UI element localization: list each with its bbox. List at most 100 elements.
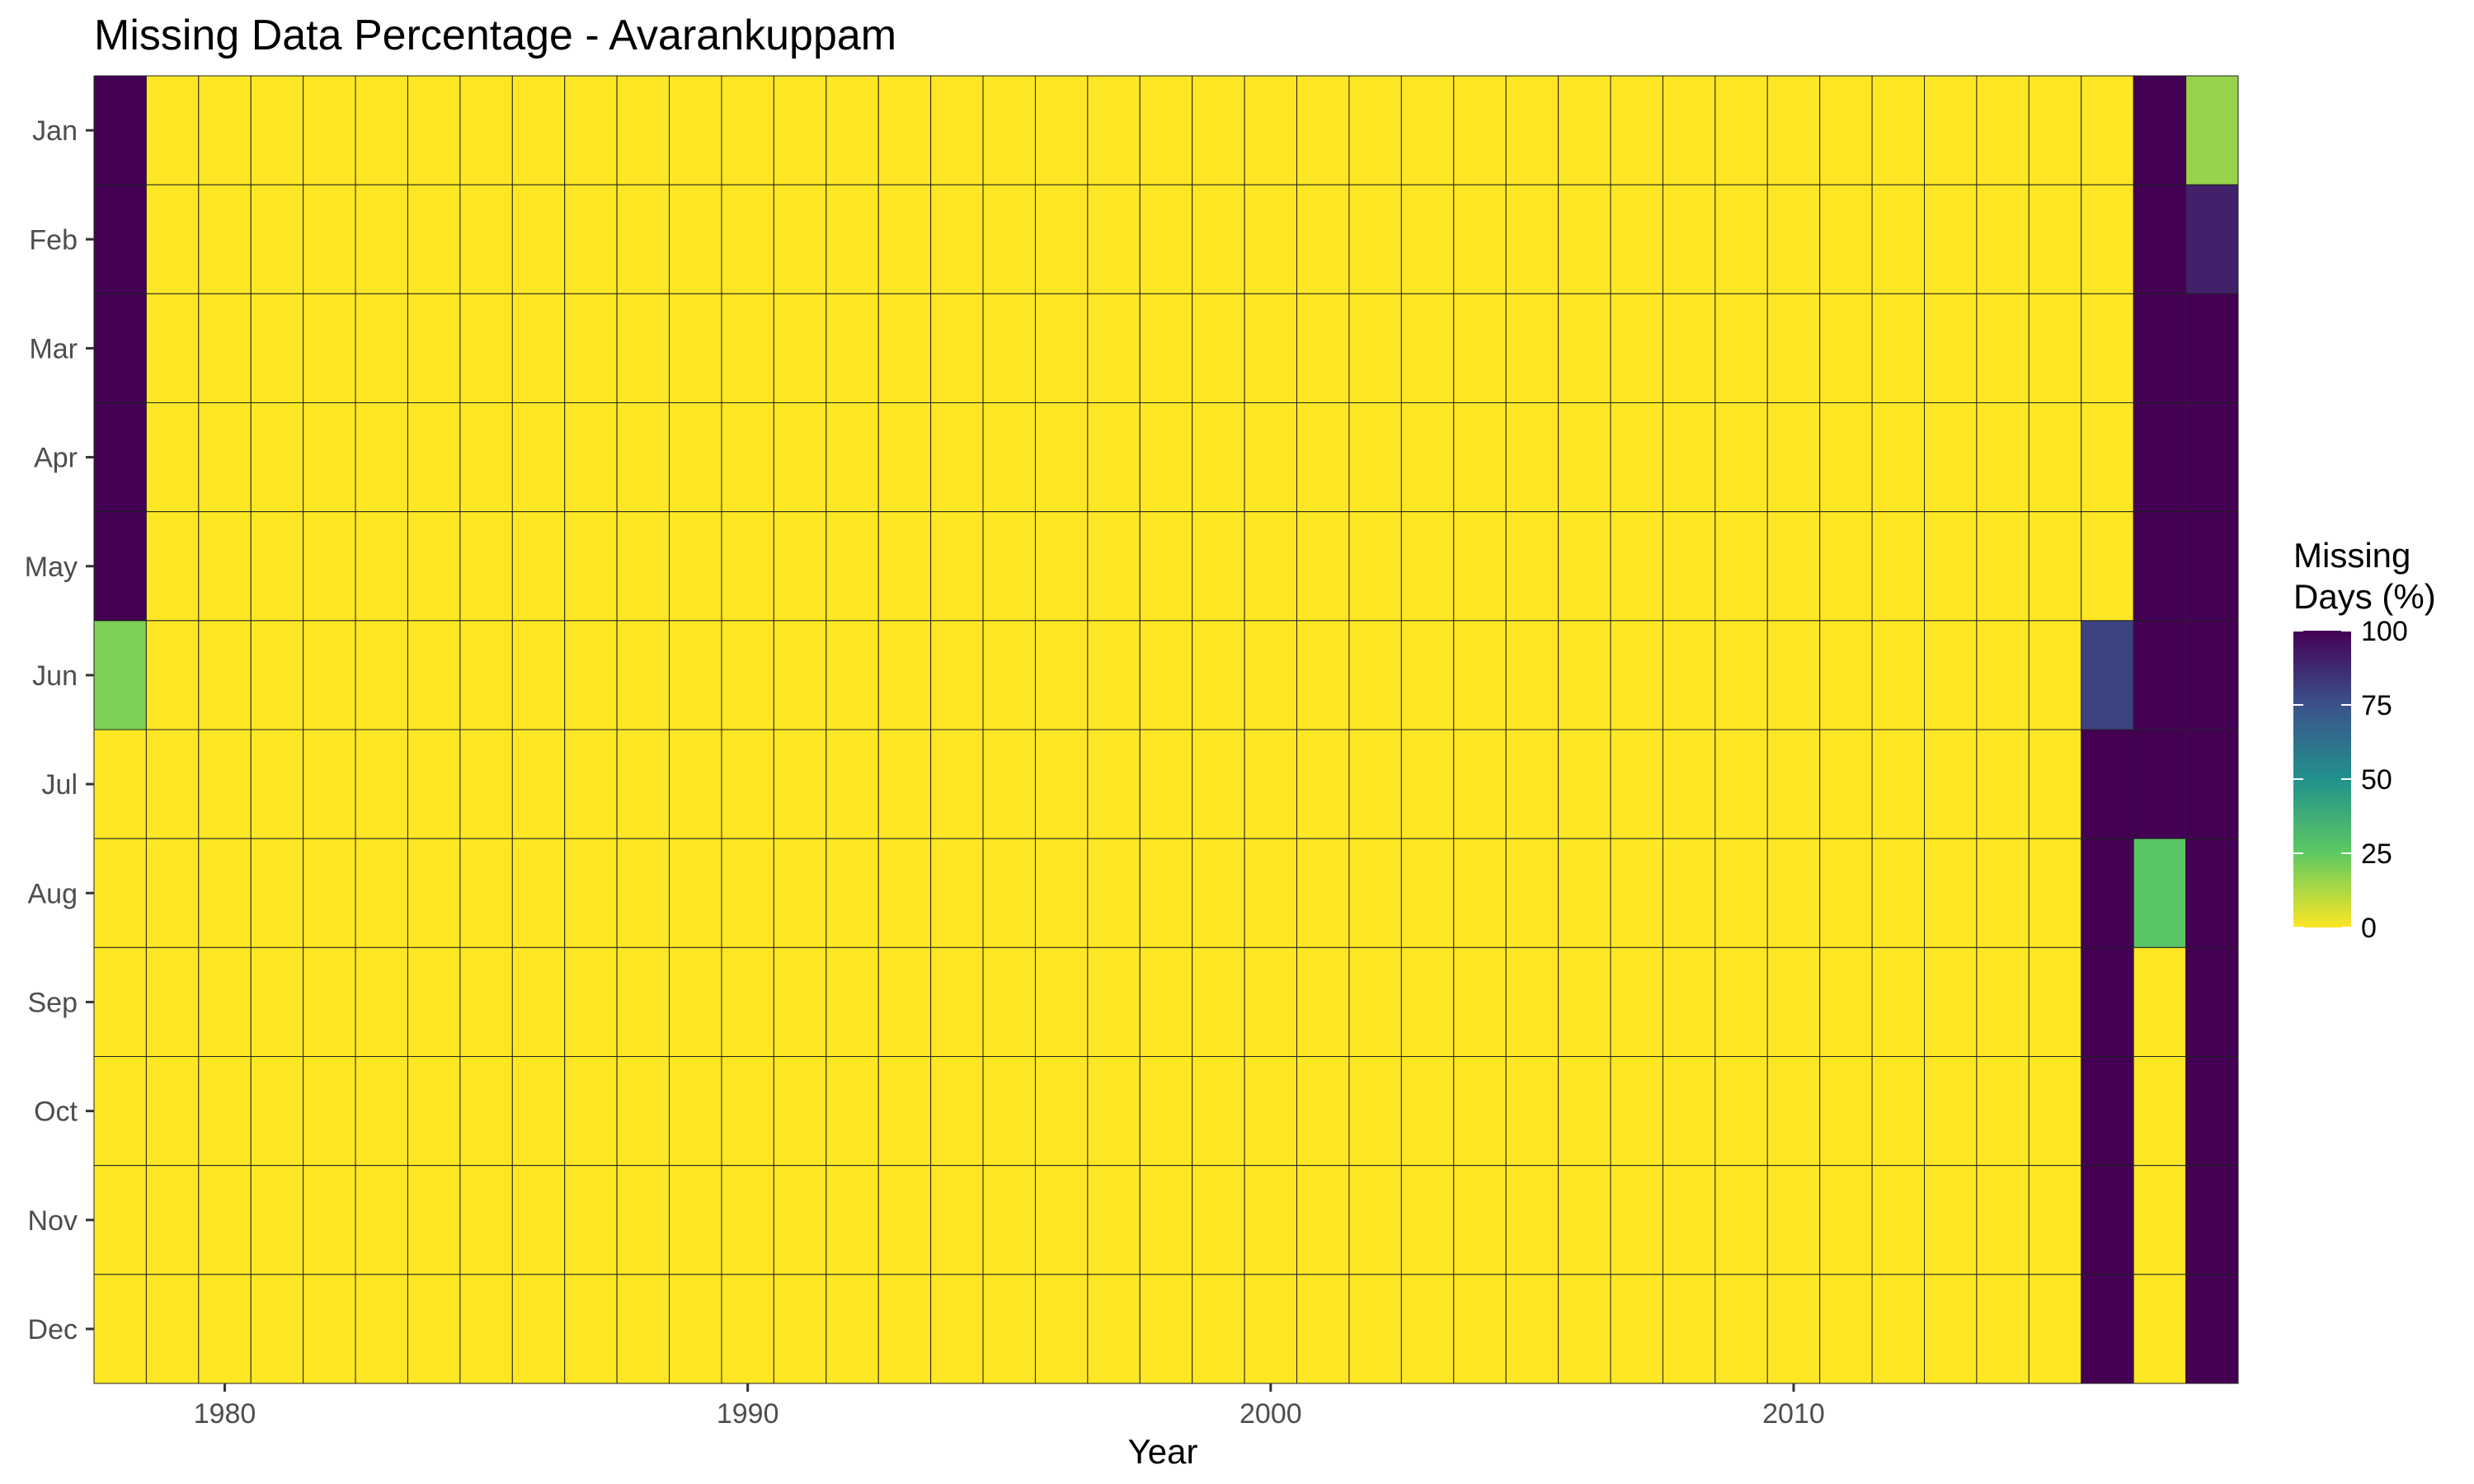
heatmap-cell — [1453, 511, 1507, 622]
heatmap-cell — [1453, 293, 1507, 404]
heatmap-cell — [930, 729, 984, 839]
heatmap-cell — [2185, 402, 2239, 513]
heatmap-cell — [1558, 1274, 1611, 1384]
heatmap-cell — [1034, 1056, 1089, 1167]
heatmap-cell — [669, 1274, 722, 1384]
heatmap-cell — [198, 838, 252, 948]
heatmap-cell — [145, 729, 200, 839]
heatmap-cell — [1400, 620, 1455, 730]
heatmap-cell — [564, 75, 618, 186]
heatmap-cell — [1766, 729, 1821, 839]
legend-title-line2: Days (%) — [2293, 577, 2436, 616]
heatmap-cell — [564, 838, 618, 948]
heatmap-cell — [1558, 511, 1611, 622]
heatmap-cell — [1871, 620, 1926, 730]
heatmap-cell — [1871, 946, 1926, 1058]
heatmap-cell — [2185, 1274, 2239, 1384]
heatmap-cell — [511, 293, 566, 404]
heatmap-cell — [1871, 511, 1926, 622]
heatmap-cell — [1714, 293, 1768, 404]
heatmap-cell — [511, 838, 566, 948]
heatmap-cell — [1976, 511, 2030, 622]
heatmap-cell — [2028, 75, 2082, 186]
heatmap-cell — [303, 946, 356, 1058]
heatmap-cell — [825, 293, 879, 404]
heatmap-cell — [355, 620, 408, 730]
x-axis-title: Year — [1128, 1432, 1198, 1471]
heatmap-cell — [669, 184, 722, 294]
heatmap-cell — [459, 1056, 513, 1167]
heatmap-cell — [2133, 511, 2187, 622]
y-tick-label: Nov — [28, 1205, 78, 1237]
heatmap-cell — [1976, 402, 2030, 513]
heatmap-cell — [1348, 293, 1402, 404]
heatmap-cell — [250, 184, 304, 294]
heatmap-cell — [511, 511, 566, 622]
heatmap-cell — [930, 511, 984, 622]
heatmap-cell — [2081, 946, 2134, 1058]
heatmap-cell — [459, 293, 513, 404]
heatmap-cell — [2133, 75, 2187, 186]
heatmap-cell — [1924, 75, 1978, 186]
heatmap-cell — [1296, 184, 1350, 294]
heatmap-cell — [93, 293, 147, 404]
heatmap-cell — [669, 511, 722, 622]
heatmap-cell — [2081, 293, 2134, 404]
heatmap-cell — [2028, 293, 2082, 404]
heatmap-cell — [1139, 75, 1193, 186]
heatmap-cell — [1766, 1274, 1821, 1384]
heatmap-cell — [2133, 620, 2187, 730]
heatmap-cell — [1400, 838, 1455, 948]
heatmap-cell — [1819, 293, 1873, 404]
heatmap-cell — [250, 946, 304, 1058]
heatmap-cell — [250, 1165, 304, 1275]
heatmap-cell — [303, 1165, 356, 1275]
heatmap-cell — [825, 1274, 879, 1384]
heatmap-cell — [407, 946, 461, 1058]
heatmap-cell — [1400, 402, 1455, 513]
heatmap-cell — [250, 1056, 304, 1167]
heatmap-cell — [1244, 1056, 1298, 1167]
heatmap-cell — [2133, 1274, 2187, 1384]
y-tick-label: Aug — [28, 878, 78, 909]
heatmap-cell — [1192, 511, 1245, 622]
heatmap-cell — [825, 729, 879, 839]
heatmap-cell — [930, 946, 984, 1058]
heatmap-cell — [1610, 620, 1663, 730]
heatmap-cell — [930, 184, 984, 294]
heatmap-cell — [303, 729, 356, 839]
heatmap-cell — [982, 946, 1036, 1058]
heatmap-cell — [145, 75, 200, 186]
heatmap-cell — [1244, 729, 1298, 839]
heatmap-cell — [564, 402, 618, 513]
heatmap-cell — [2185, 1056, 2239, 1167]
heatmap-cell — [1714, 1056, 1768, 1167]
heatmap-cell — [721, 620, 774, 730]
heatmap-cell — [721, 402, 774, 513]
heatmap-cell — [145, 946, 200, 1058]
heatmap-cell — [407, 402, 461, 513]
heatmap-cell — [877, 402, 932, 513]
heatmap-cell — [2133, 184, 2187, 294]
heatmap-cell — [1139, 511, 1193, 622]
heatmap-cell — [1976, 184, 2030, 294]
heatmap-cell — [1296, 729, 1350, 839]
heatmap-cell — [407, 1165, 461, 1275]
heatmap-cell — [616, 75, 670, 186]
heatmap-cell — [250, 75, 304, 186]
heatmap-cell — [1034, 1274, 1089, 1384]
heatmap-cell — [616, 1056, 670, 1167]
heatmap-cell — [1453, 620, 1507, 730]
heatmap-cell — [1714, 75, 1768, 186]
heatmap-cell — [145, 293, 200, 404]
heatmap-cell — [982, 1274, 1036, 1384]
heatmap-cell — [355, 511, 408, 622]
heatmap-cell — [1296, 293, 1350, 404]
heatmap-cell — [198, 184, 252, 294]
heatmap-cell — [1610, 1056, 1663, 1167]
heatmap-cell — [198, 1056, 252, 1167]
heatmap-cell — [1034, 620, 1089, 730]
heatmap-cell — [1558, 293, 1611, 404]
heatmap-cell — [1087, 75, 1141, 186]
heatmap-cell — [877, 620, 932, 730]
